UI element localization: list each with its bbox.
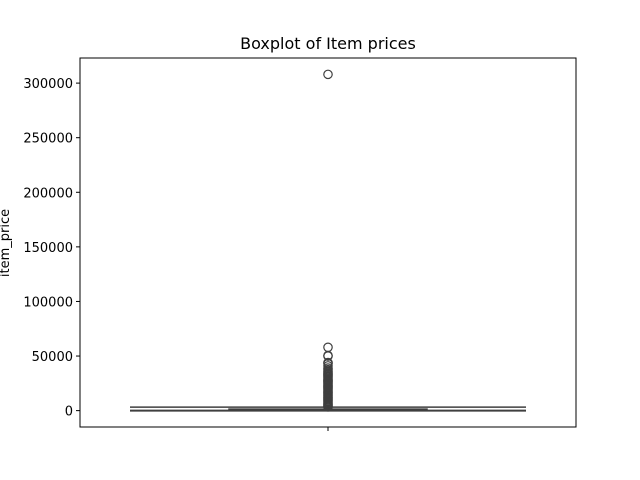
y-tick-label: 250000	[23, 132, 73, 147]
outlier-point	[323, 69, 333, 80]
chart-title: Boxplot of Item prices	[240, 34, 416, 53]
outlier-point	[323, 402, 333, 412]
y-tick-label: 150000	[23, 241, 73, 256]
y-tick-label: 300000	[23, 77, 73, 92]
outlier-point	[323, 342, 333, 353]
y-axis-label: item_price	[0, 209, 13, 277]
plot-area	[130, 69, 526, 412]
y-tick-label: 100000	[23, 295, 73, 310]
y-tick-label: 0	[65, 405, 73, 420]
axes-frame	[79, 57, 577, 428]
y-tick-label: 50000	[32, 350, 73, 365]
y-axis-ticks: 0 50000 100000 150000 200000 250000 300000	[23, 77, 329, 431]
outlier-point	[323, 351, 333, 361]
y-tick-label: 200000	[23, 186, 73, 201]
